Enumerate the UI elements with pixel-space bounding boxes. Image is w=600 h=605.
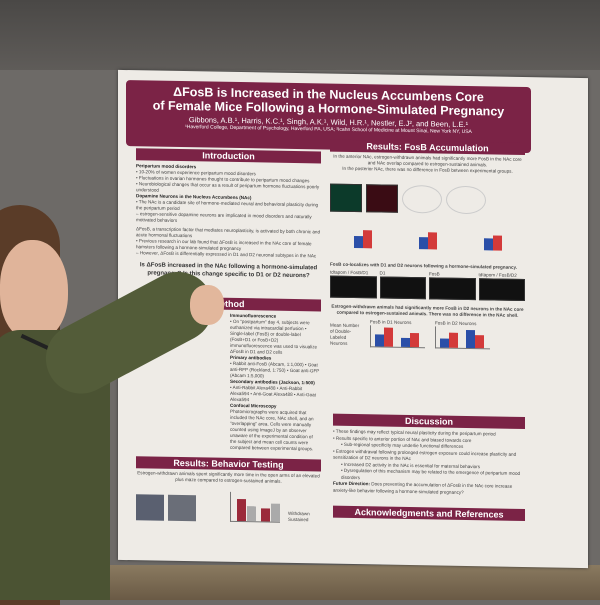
brain-diagram-1 [402,184,442,214]
secondary-text: • Anti-Rabbit Alexa488 • Anti-Rabbit Ale… [230,384,316,403]
discussion-heading: Discussion [333,413,525,430]
behavior-bar-chart [230,491,280,523]
fosb-chart-1 [352,228,374,249]
coloc-image-2 [379,276,426,300]
d-chart-ylabel: Mean Number of Double-Labeled Neurons [330,322,360,346]
introduction-section: Introduction Peripartum mood disorders •… [136,148,321,280]
primary-text: • Rabbit anti-FosB (Abcam, 1:1,000) • Go… [230,360,320,379]
d1-chart [370,325,425,349]
coloc-image-4 [478,278,525,302]
brain-diagram-2 [446,185,486,215]
primary-heading: Primary antibodies [230,354,272,361]
fosb-chart-3 [482,230,504,251]
maze-image-1 [136,494,164,521]
immuno-text: • On "postpartum" day 4, subjects were e… [230,318,318,355]
person-hand-pointing [190,285,224,325]
fosb-chart-2 [417,229,439,250]
results-section: Results: FosB Accumulation In the anteri… [330,139,525,350]
d2-text: Estrogen-withdrawn animals had significa… [331,303,524,318]
ack-heading: Acknowledgments and References [333,505,525,522]
confocal-heading: Confocal Microscopy [230,402,277,409]
behavior-text: Estrogen-withdrawn animals spent signifi… [137,470,320,484]
confocal-text: Photomicrographs were acquired that incl… [230,408,314,452]
coloc-image-1 [330,275,377,299]
discussion-section: Discussion • These findings may reflect … [333,413,525,497]
behavior-section: Results: Behavior Testing Estrogen-withd… [136,456,321,523]
person-face [0,240,68,340]
micrograph-red [366,184,398,213]
bar-withdrawn-1 [237,498,246,522]
wall-frame [0,0,600,70]
floor [100,565,600,600]
results-heading: Results: FosB Accumulation [330,139,525,156]
introduction-heading: Introduction [136,148,321,164]
coloc-image-3 [429,277,476,301]
behavior-heading: Results: Behavior Testing [136,456,321,472]
bar-sustained-1 [247,506,256,522]
intro-sub1: Peripartum mood disorders [136,163,197,170]
bar-withdrawn-2 [261,508,270,522]
d2-chart [435,326,490,350]
micrograph-green [330,183,362,213]
future-direction-label: Future Direction: [333,480,371,487]
maze-image-2 [168,494,196,522]
ack-section: Acknowledgments and References [333,505,525,522]
bar-sustained-2 [271,503,280,522]
intro-b5: – estrogen-sensitive dopamine neurons ar… [136,211,312,223]
immuno-heading: Immunofluorescence [230,312,277,319]
legend-sustained: Sustained [288,516,309,523]
